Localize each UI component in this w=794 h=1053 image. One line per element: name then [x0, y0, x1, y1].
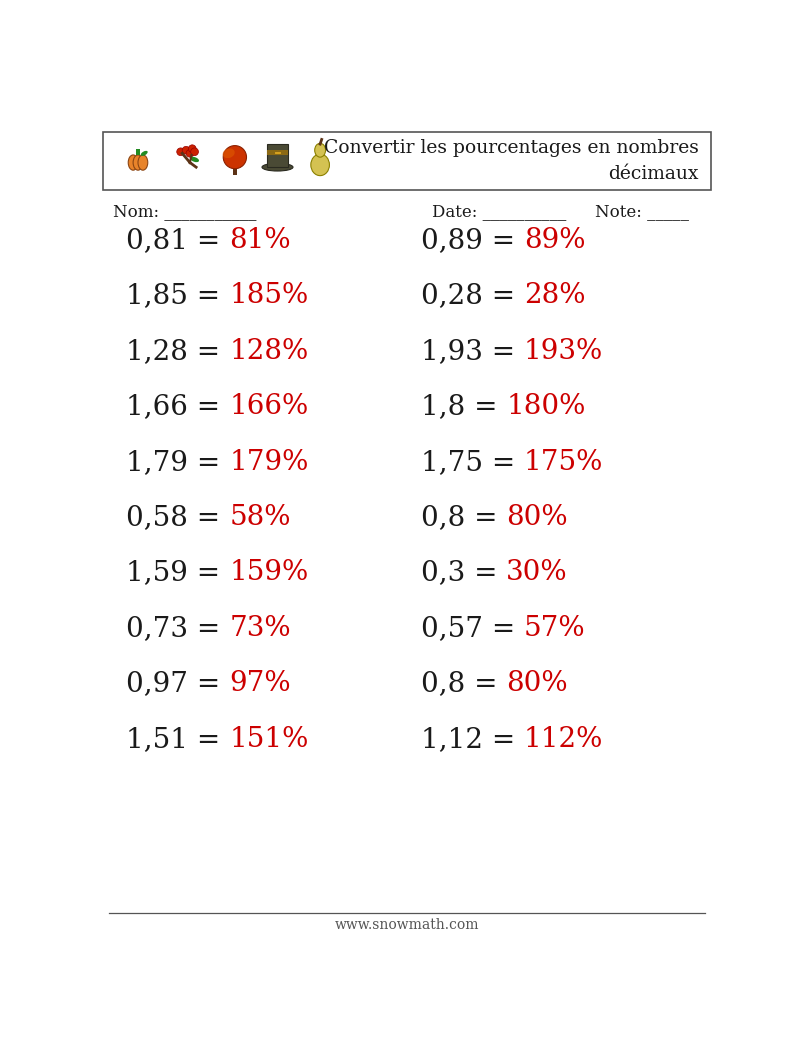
Text: 1,8 =: 1,8 =: [421, 393, 507, 420]
Text: 1,66 =: 1,66 =: [126, 393, 229, 420]
Circle shape: [191, 147, 198, 156]
FancyBboxPatch shape: [274, 151, 281, 154]
Text: 30%: 30%: [507, 559, 568, 587]
Text: 80%: 80%: [507, 671, 568, 697]
Text: 1,93 =: 1,93 =: [421, 338, 524, 364]
Text: 0,8 =: 0,8 =: [421, 671, 507, 697]
Text: www.snowmath.com: www.snowmath.com: [335, 918, 479, 932]
Text: 1,28 =: 1,28 =: [126, 338, 229, 364]
Text: 0,58 =: 0,58 =: [126, 504, 229, 531]
Text: 175%: 175%: [524, 449, 603, 476]
Text: 89%: 89%: [524, 226, 585, 254]
Circle shape: [188, 145, 196, 153]
Text: Convertir les pourcentages en nombres
décimaux: Convertir les pourcentages en nombres dé…: [324, 139, 699, 183]
Text: 1,12 =: 1,12 =: [421, 726, 524, 753]
Text: 1,75 =: 1,75 =: [421, 449, 524, 476]
Bar: [103, 132, 711, 191]
Circle shape: [182, 146, 190, 154]
Text: 81%: 81%: [229, 226, 291, 254]
Bar: [233, 159, 237, 175]
Text: 112%: 112%: [524, 726, 603, 753]
Text: Date: __________: Date: __________: [433, 203, 567, 220]
Bar: [137, 148, 140, 155]
Text: 180%: 180%: [507, 393, 586, 420]
Ellipse shape: [314, 143, 326, 157]
Text: Note: _____: Note: _____: [596, 203, 689, 220]
Ellipse shape: [141, 151, 148, 156]
Text: 0,28 =: 0,28 =: [421, 282, 524, 310]
FancyBboxPatch shape: [268, 144, 287, 167]
Text: 73%: 73%: [229, 615, 291, 642]
Text: 97%: 97%: [229, 671, 291, 697]
Text: 185%: 185%: [229, 282, 309, 310]
Text: 128%: 128%: [229, 338, 309, 364]
Ellipse shape: [190, 157, 199, 162]
Text: 0,97 =: 0,97 =: [126, 671, 229, 697]
Text: 179%: 179%: [229, 449, 309, 476]
Ellipse shape: [133, 155, 143, 171]
Text: 151%: 151%: [229, 726, 309, 753]
Text: 193%: 193%: [524, 338, 603, 364]
Text: 0,89 =: 0,89 =: [421, 226, 524, 254]
Text: 159%: 159%: [229, 559, 309, 587]
Ellipse shape: [138, 155, 148, 171]
Ellipse shape: [223, 145, 246, 168]
Text: 57%: 57%: [524, 615, 586, 642]
Text: 0,3 =: 0,3 =: [421, 559, 507, 587]
Bar: [268, 151, 287, 155]
Text: 0,81 =: 0,81 =: [126, 226, 229, 254]
Text: 58%: 58%: [229, 504, 291, 531]
Text: 166%: 166%: [229, 393, 309, 420]
Circle shape: [177, 147, 184, 156]
Text: 0,8 =: 0,8 =: [421, 504, 507, 531]
Text: 80%: 80%: [507, 504, 568, 531]
Text: 1,59 =: 1,59 =: [126, 559, 229, 587]
Text: 1,51 =: 1,51 =: [126, 726, 229, 753]
Ellipse shape: [222, 148, 235, 158]
Text: Nom: ___________: Nom: ___________: [114, 203, 256, 220]
Circle shape: [186, 150, 194, 157]
Text: 0,57 =: 0,57 =: [421, 615, 524, 642]
Ellipse shape: [129, 155, 138, 171]
Ellipse shape: [262, 163, 293, 171]
Text: 1,85 =: 1,85 =: [126, 282, 229, 310]
Ellipse shape: [310, 154, 330, 176]
Text: 28%: 28%: [524, 282, 585, 310]
Text: 1,79 =: 1,79 =: [126, 449, 229, 476]
Text: 0,73 =: 0,73 =: [126, 615, 229, 642]
